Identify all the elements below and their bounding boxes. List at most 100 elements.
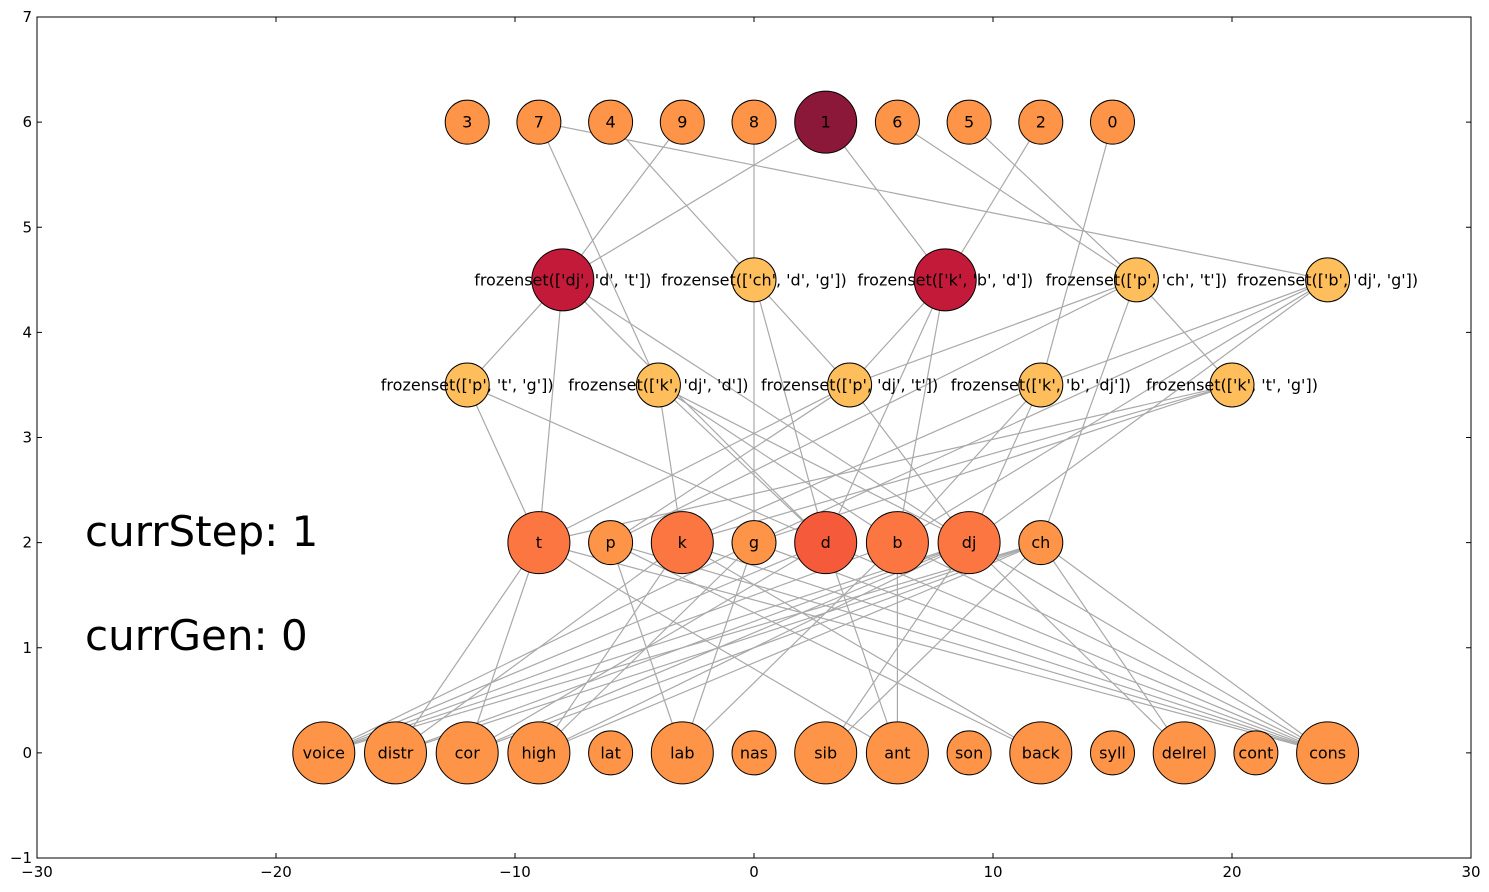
node-label-s_k: k xyxy=(678,533,688,552)
node-n9 xyxy=(659,99,705,145)
edge-f_ktg-s_t xyxy=(538,384,1233,544)
node-label-p_son: son xyxy=(955,743,983,762)
node-s_t xyxy=(507,511,571,575)
edge-f_djdt-s_d xyxy=(562,279,827,544)
node-n6 xyxy=(874,99,920,145)
node-p_back xyxy=(1009,721,1073,785)
edge-n9-f_djdt xyxy=(562,121,683,281)
node-n4 xyxy=(588,99,634,145)
node-f_kdjd xyxy=(635,362,681,408)
node-f_ktg xyxy=(1209,362,1255,408)
x-tick-label: 30 xyxy=(1461,863,1480,881)
node-p_sib xyxy=(794,721,858,785)
y-tick-label: 5 xyxy=(22,218,32,236)
node-p_syll xyxy=(1090,730,1135,776)
edge-f_bdjg-s_dj xyxy=(968,279,1328,544)
node-label-f_pcht: frozenset(['p', 'ch', 't']) xyxy=(1046,270,1228,289)
node-label-f_chdg: frozenset(['ch', 'd', 'g']) xyxy=(661,270,846,289)
node-label-n3: 3 xyxy=(462,113,472,132)
node-label-f_bdjg: frozenset(['b', 'dj', 'g']) xyxy=(1237,270,1418,289)
edge-s_ch-p_sib xyxy=(825,542,1042,754)
edge-s_ch-p_high xyxy=(538,542,1042,754)
node-label-f_kdjd: frozenset(['k', 'dj', 'd']) xyxy=(568,375,748,394)
node-n0 xyxy=(1090,99,1135,145)
edge-f_pdjt-s_dj xyxy=(849,384,970,543)
labels-layer: 3 7 4 9 8 1 6 5 2 0 frozenset(['dj', 'd', 't']) fro… xyxy=(303,113,1419,763)
edge-f_pdjt-s_p xyxy=(610,384,850,544)
edge-f_kbd-s_b xyxy=(896,279,946,543)
node-p_distr xyxy=(364,721,427,785)
node-f_kbd xyxy=(913,248,977,312)
y-tick-label: −1 xyxy=(10,849,32,867)
node-label-s_g: g xyxy=(749,533,759,552)
edge-s_g-p_voice xyxy=(323,542,755,754)
x-tick-label: −10 xyxy=(499,863,531,881)
y-tick-label: 4 xyxy=(22,323,32,341)
node-label-n7: 7 xyxy=(534,113,544,132)
edge-n7-f_kdjd xyxy=(538,121,659,386)
node-n5 xyxy=(946,99,992,145)
node-p_nas xyxy=(731,730,777,776)
edge-s_p-p_cons xyxy=(610,542,1328,754)
node-p_delrel xyxy=(1152,721,1216,785)
node-p_cont xyxy=(1233,730,1279,776)
node-s_k xyxy=(650,511,714,575)
edge-s_ch-p_voice xyxy=(323,542,1041,754)
node-label-n8: 8 xyxy=(749,113,759,132)
edge-n4-f_chdg xyxy=(610,121,755,281)
node-label-n9: 9 xyxy=(677,113,687,132)
edge-s_k-p_cons xyxy=(682,542,1328,754)
node-f_pdjt xyxy=(827,362,873,408)
x-tick-label: −30 xyxy=(21,863,53,881)
edge-f_bdjg-f_kbdj xyxy=(1040,279,1328,386)
node-s_d xyxy=(794,511,858,575)
node-label-f_pdjt: frozenset(['p', 'dj', 't']) xyxy=(761,375,938,394)
edge-s_d-p_voice xyxy=(323,542,826,754)
node-label-s_ch: ch xyxy=(1031,533,1050,552)
node-s_g xyxy=(731,520,777,566)
node-n8 xyxy=(731,99,777,145)
node-label-n0: 0 xyxy=(1107,113,1117,132)
edge-s_ch-p_cor xyxy=(466,542,1042,754)
edge-n5-f_pcht xyxy=(968,121,1137,281)
edge-f_kbdj-s_k xyxy=(682,384,1042,544)
node-n7 xyxy=(516,99,562,145)
node-f_ptg xyxy=(444,362,490,408)
node-label-p_cont: cont xyxy=(1238,743,1273,762)
node-label-p_delrel: delrel xyxy=(1162,743,1207,762)
y-tick-label: 3 xyxy=(22,429,32,447)
edge-s_b-p_voice xyxy=(323,542,898,754)
node-p_high xyxy=(507,721,571,785)
node-label-n2: 2 xyxy=(1036,113,1046,132)
node-label-p_lab: lab xyxy=(670,743,694,762)
edge-f_pcht-s_ch xyxy=(1040,279,1137,543)
node-label-p_cor: cor xyxy=(455,743,481,762)
edge-s_ch-p_distr xyxy=(395,542,1041,754)
edge-s_t-p_cor xyxy=(466,542,540,754)
edge-n1-f_kbd xyxy=(825,121,946,281)
node-f_bdjg xyxy=(1305,257,1351,303)
edge-s_dj-p_delrel xyxy=(968,542,1185,754)
node-label-p_back: back xyxy=(1022,743,1061,762)
curr-step-text: currStep: 1 xyxy=(85,507,318,556)
y-tick-label: 2 xyxy=(22,534,32,552)
y-tick-label: 1 xyxy=(22,639,32,657)
node-label-p_nas: nas xyxy=(740,743,768,762)
edge-n7-f_bdjg xyxy=(538,121,1328,281)
edge-s_ch-p_delrel xyxy=(1040,542,1185,754)
edge-f_pcht-f_pdjt xyxy=(849,279,1137,386)
node-p_lat xyxy=(588,730,634,776)
edge-f_kdjd-s_b xyxy=(658,384,898,544)
x-tick-label: −20 xyxy=(260,863,292,881)
edge-n1-f_djdt xyxy=(562,121,827,281)
edge-s_dj-p_voice xyxy=(323,542,970,754)
node-label-f_ptg: frozenset(['p', 't', 'g']) xyxy=(381,375,554,394)
node-label-p_cons: cons xyxy=(1309,743,1346,762)
node-s_b xyxy=(865,511,929,575)
node-label-p_high: high xyxy=(521,743,556,762)
node-label-p_ant: ant xyxy=(884,743,910,762)
edge-n0-f_kbdj xyxy=(1040,121,1114,386)
edge-f_djdt-s_t xyxy=(538,279,564,543)
node-label-f_ktg: frozenset(['k', 't', 'g']) xyxy=(1146,375,1318,394)
